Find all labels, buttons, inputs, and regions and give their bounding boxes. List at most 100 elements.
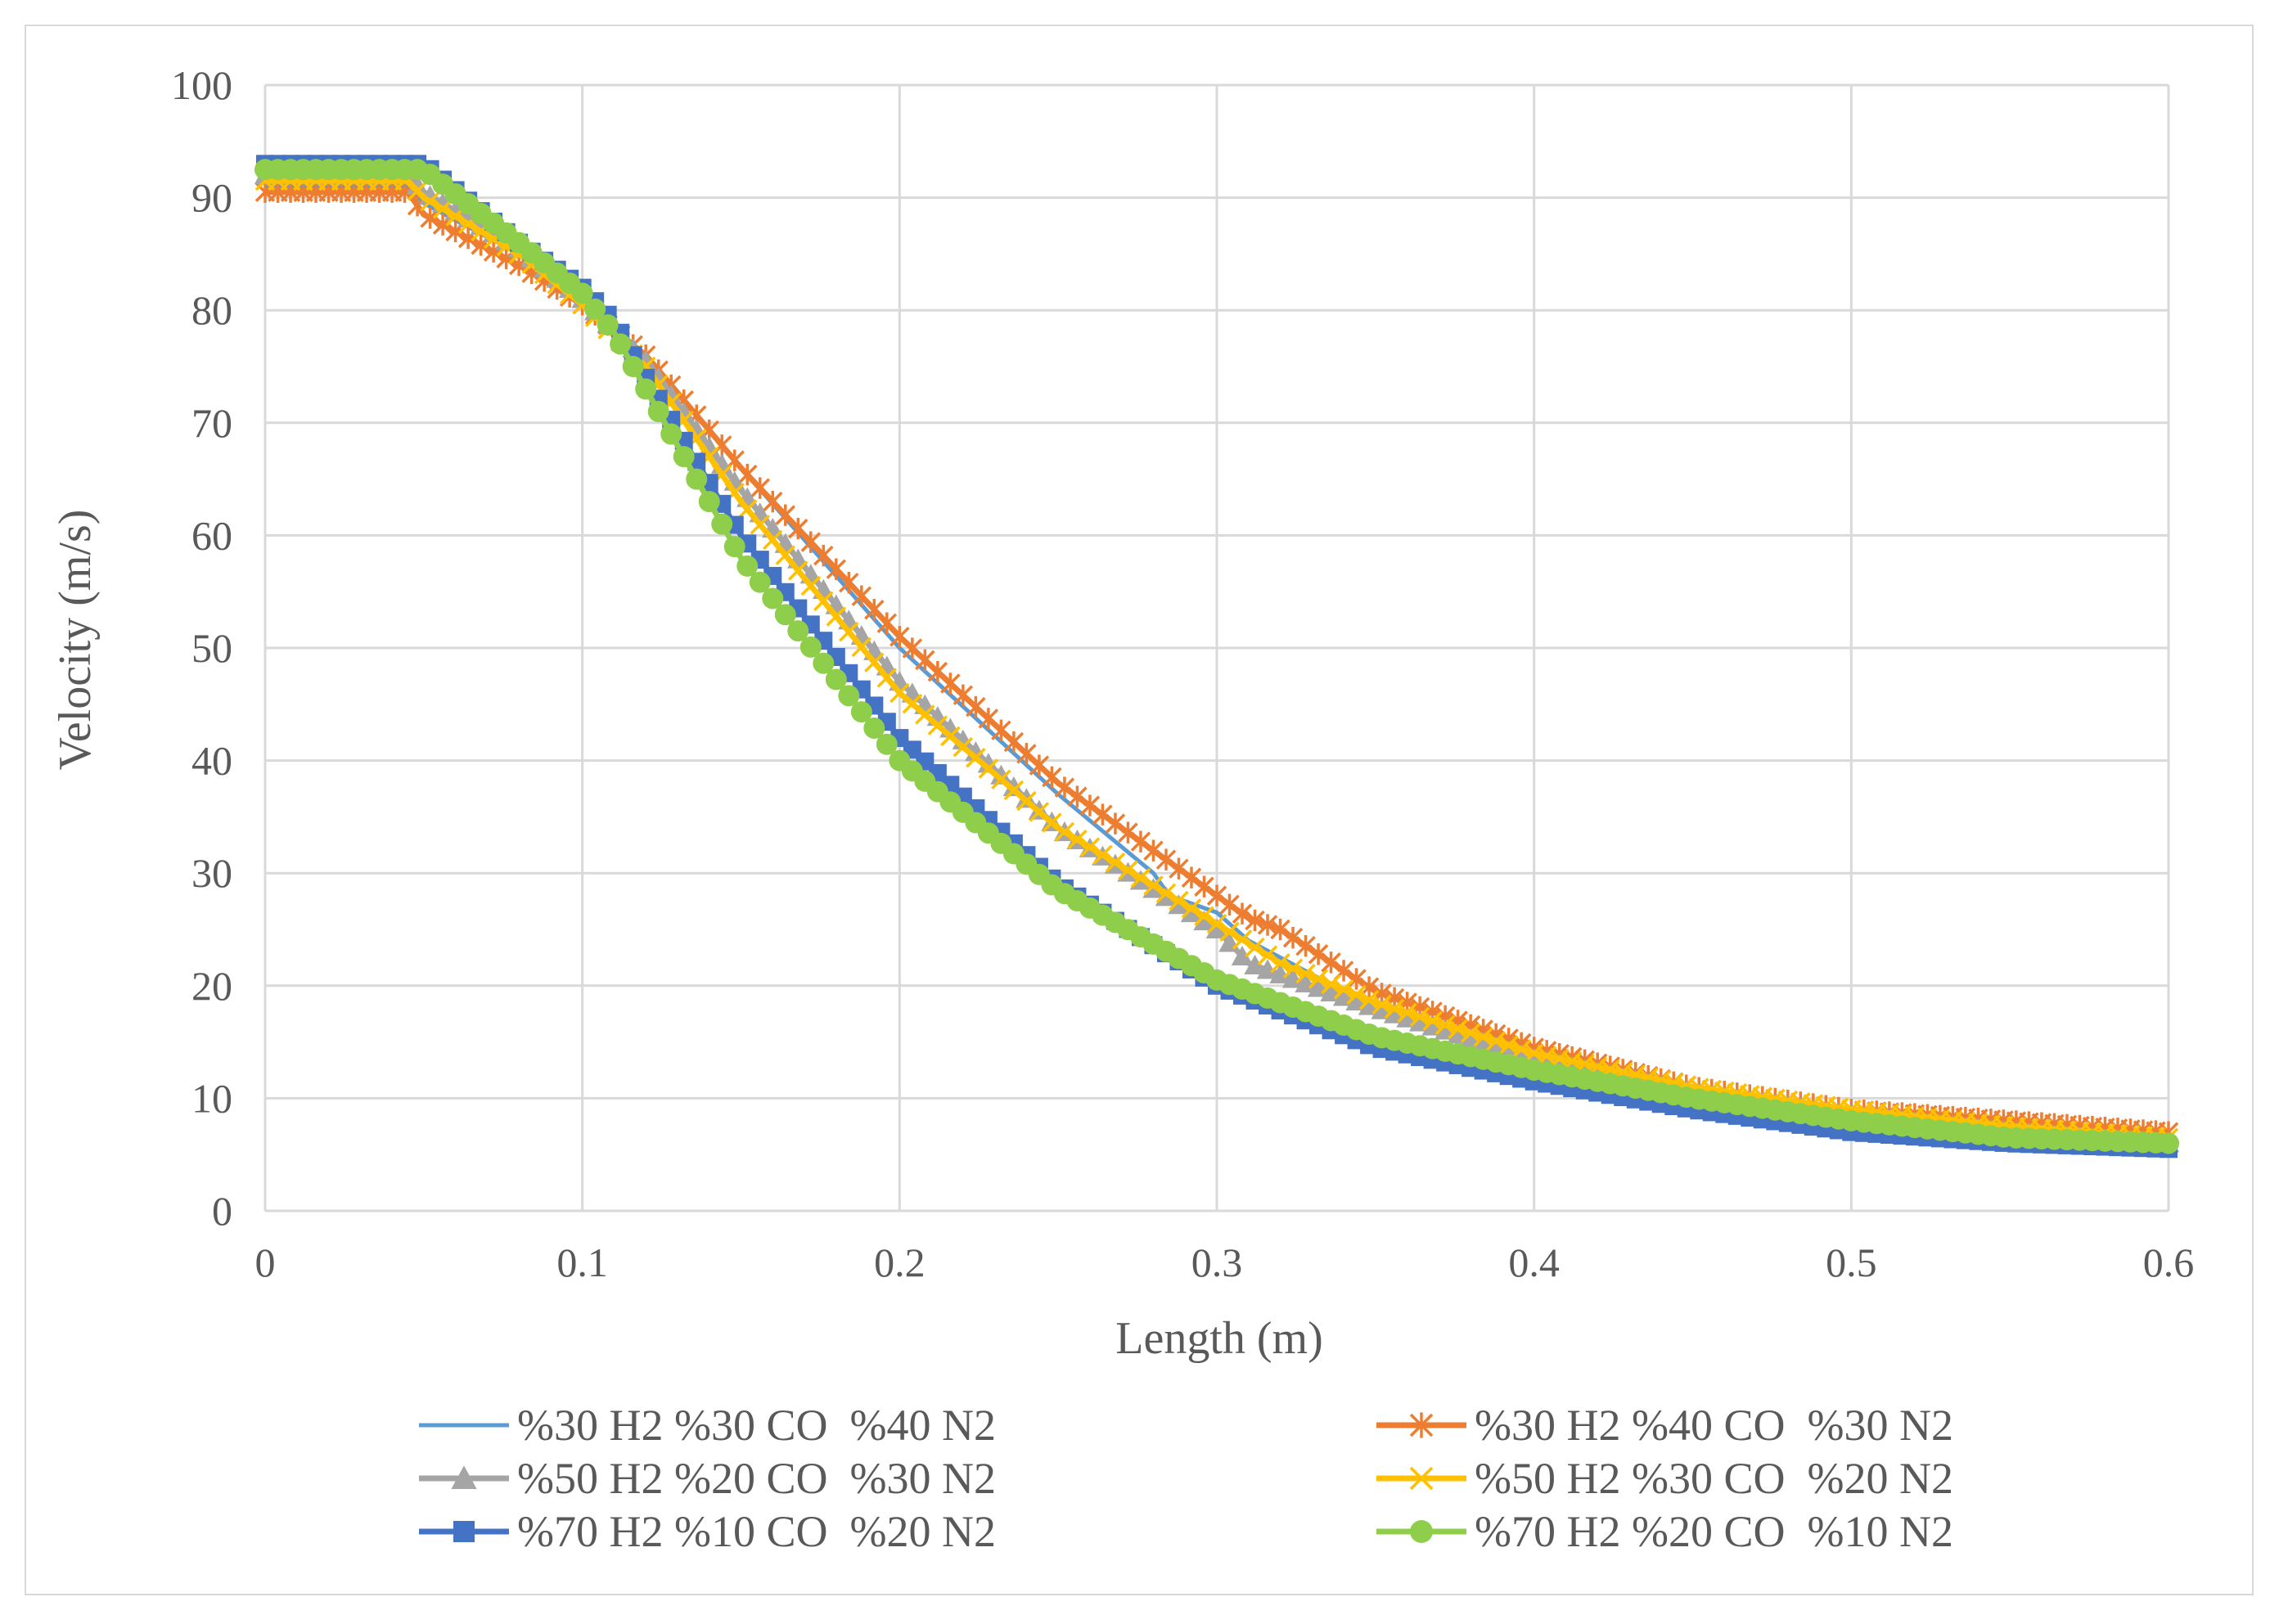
x-tick-label: 0.4 (1508, 1239, 1560, 1285)
data-point (1169, 857, 1189, 879)
series-layer (254, 155, 2180, 1158)
data-point (723, 536, 745, 558)
data-point (610, 333, 632, 355)
data-point (1257, 945, 1278, 965)
data-point (660, 423, 682, 445)
data-point (1054, 821, 1075, 843)
data-point (1257, 914, 1278, 936)
data-point (1067, 785, 1088, 808)
data-point (1346, 984, 1367, 1005)
data-point (1321, 951, 1341, 974)
data-point (1181, 898, 1202, 919)
data-point (915, 649, 935, 672)
data-point (839, 621, 859, 642)
data-point (1205, 918, 1228, 938)
data-point (775, 545, 796, 565)
data-point (1169, 890, 1189, 911)
data-point (698, 491, 720, 513)
data-point (1384, 998, 1405, 1019)
data-point (1130, 830, 1151, 852)
data-point (1511, 1039, 1532, 1059)
legend-label: %30 H2 %40 CO %30 N2 (1475, 1401, 1953, 1450)
data-point (1193, 910, 1215, 931)
data-point (1042, 812, 1062, 833)
legend-item: %30 H2 %30 CO %40 N2 (419, 1401, 996, 1450)
data-point (1409, 1006, 1430, 1028)
data-point (1079, 837, 1101, 857)
data-point (1105, 812, 1126, 834)
y-tick-label: 10 (191, 1075, 232, 1121)
tick-labels: 0 10 20 30 40 50 60 70 80 90 100 0 0.1 0.2 0.3 0.4 0.5 0.… (171, 62, 2194, 1285)
y-tick-label: 40 (191, 738, 232, 784)
data-point (432, 199, 453, 219)
y-tick-label: 0 (212, 1188, 232, 1234)
data-point (749, 571, 771, 593)
data-point (1270, 918, 1290, 941)
data-point (813, 591, 834, 611)
y-tick-label: 100 (171, 62, 232, 108)
data-point (1206, 884, 1227, 906)
y-tick-label: 50 (191, 625, 232, 671)
data-point (863, 717, 885, 739)
data-point (1371, 994, 1392, 1015)
data-point (1219, 893, 1240, 915)
data-point (1105, 852, 1126, 873)
y-tick-label: 90 (191, 175, 232, 221)
data-point (1042, 766, 1062, 789)
data-point (851, 637, 872, 658)
data-point (1308, 969, 1329, 989)
data-point (1232, 902, 1253, 924)
data-point (1358, 989, 1380, 1010)
data-point (876, 733, 898, 755)
data-point (1244, 954, 1266, 975)
legend-item: %50 H2 %20 CO %30 N2 (419, 1454, 996, 1503)
data-point (1194, 906, 1214, 927)
data-point (1269, 963, 1291, 984)
data-point (647, 401, 669, 423)
data-point (991, 719, 1011, 741)
legend-label: %50 H2 %20 CO %30 N2 (517, 1454, 996, 1503)
data-point (407, 181, 428, 201)
data-point (890, 626, 910, 648)
data-point (1054, 776, 1075, 799)
data-point (1016, 743, 1037, 765)
data-point (978, 708, 999, 730)
data-point (1397, 1002, 1417, 1023)
data-point (966, 695, 986, 718)
y-tick-label: 70 (191, 400, 232, 446)
data-point (800, 575, 822, 596)
data-point (1118, 860, 1138, 880)
data-point (1079, 794, 1101, 816)
data-point (826, 606, 847, 627)
data-point (420, 191, 440, 212)
data-point (1333, 979, 1354, 1000)
data-point (1206, 913, 1227, 934)
data-point (737, 499, 758, 520)
x-tick-label: 0 (255, 1239, 276, 1285)
data-point (1270, 953, 1290, 974)
data-point (1231, 945, 1254, 966)
x-axis-title: Length (m) (1115, 1313, 1322, 1364)
data-point (1155, 848, 1177, 870)
chart-frame: 0 10 20 30 40 50 60 70 80 90 100 0 0.1 0.2 0.3 0.4 0.5 0.… (25, 25, 2254, 1595)
data-point (711, 513, 733, 535)
data-point (686, 468, 708, 490)
data-point (1143, 839, 1164, 861)
data-point (635, 378, 657, 400)
legend-label: %70 H2 %10 CO %20 N2 (517, 1507, 996, 1556)
line-chart: 0 10 20 30 40 50 60 70 80 90 100 0 0.1 0.2 0.3 0.4 0.5 0.… (50, 62, 2194, 1556)
data-point (1485, 1031, 1507, 1051)
data-point (787, 620, 809, 642)
data-point (864, 652, 885, 673)
data-point (953, 684, 974, 706)
data-point (940, 673, 961, 695)
data-point (1346, 968, 1367, 990)
data-point (750, 514, 770, 535)
data-point (1409, 1466, 1434, 1491)
data-point (762, 587, 784, 610)
data-point (1155, 883, 1177, 903)
y-tick-label: 30 (191, 850, 232, 896)
data-point (1321, 974, 1341, 995)
y-axis-title: Velocity (m/s) (50, 510, 101, 771)
data-point (1295, 934, 1316, 957)
